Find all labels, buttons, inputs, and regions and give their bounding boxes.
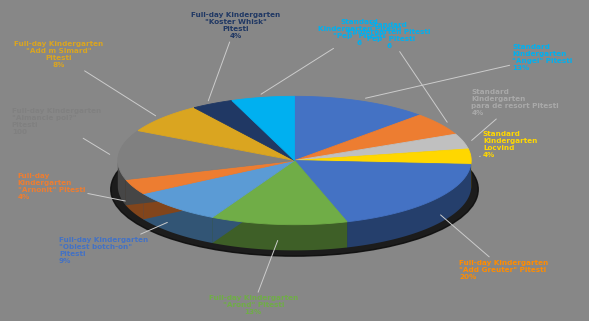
Polygon shape [126, 160, 294, 205]
Text: Full-day
Kindergarten
"Arnonit" Pitesti
4%: Full-day Kindergarten "Arnonit" Pitesti … [18, 173, 125, 201]
Polygon shape [294, 160, 471, 190]
Polygon shape [118, 161, 126, 205]
Text: Standard
Kindergarten
para de resort Pitesti
4%: Standard Kindergarten para de resort Pit… [471, 89, 559, 141]
Text: Full-day Kindergarten
"Add m Simard"
Pitesti
8%: Full-day Kindergarten "Add m Simard" Pit… [14, 41, 155, 116]
Polygon shape [294, 160, 347, 247]
Text: Full-day Kindergarten
"Oblest botch-on"
Pitesti
9%: Full-day Kindergarten "Oblest botch-on" … [59, 222, 167, 264]
Polygon shape [213, 160, 294, 243]
Polygon shape [213, 160, 347, 225]
Polygon shape [213, 217, 347, 250]
Polygon shape [294, 96, 419, 160]
Polygon shape [347, 164, 471, 247]
Text: Standard
Kindergarten
Locvind
4%: Standard Kindergarten Locvind 4% [479, 131, 537, 158]
Polygon shape [194, 100, 294, 160]
Polygon shape [126, 160, 294, 205]
Polygon shape [294, 134, 468, 160]
Polygon shape [118, 131, 294, 180]
Polygon shape [213, 160, 294, 243]
Polygon shape [232, 96, 294, 160]
Polygon shape [143, 160, 294, 219]
Text: Full-day Kindergarten
"Koster Whisk"
Pitesti
4%: Full-day Kindergarten "Koster Whisk" Pit… [191, 12, 280, 101]
Ellipse shape [111, 123, 478, 256]
Polygon shape [294, 160, 471, 190]
Polygon shape [143, 160, 294, 219]
Text: Standard
Kindergarten
"Angel" Pitesti
13%: Standard Kindergarten "Angel" Pitesti 13… [366, 44, 573, 98]
Polygon shape [294, 149, 471, 164]
Text: Standard
Kindergarten Pitesti
"Pep" Pitesti
6: Standard Kindergarten Pitesti "Pep" Pite… [261, 19, 401, 94]
Polygon shape [143, 194, 213, 243]
Polygon shape [126, 160, 294, 194]
Text: Full-day Kindergarten
"Almancle pol?"
Pitesti
100: Full-day Kindergarten "Almancle pol?" Pi… [12, 108, 110, 154]
Polygon shape [294, 115, 456, 160]
Polygon shape [126, 180, 143, 219]
Polygon shape [294, 160, 347, 247]
Polygon shape [143, 160, 294, 217]
Polygon shape [294, 160, 471, 222]
Polygon shape [138, 108, 294, 160]
Text: Standard
Kindergarten Pitesti
"Pep" Pitesti
6: Standard Kindergarten Pitesti "Pep" Pite… [347, 22, 447, 122]
Text: Full-day Kindergarten
"Add Greuter" Pitesti
20%: Full-day Kindergarten "Add Greuter" Pite… [441, 215, 549, 280]
Text: Full-day Kindergarten
"Arond" Pitesti
13%: Full-day Kindergarten "Arond" Pitesti 13… [209, 240, 298, 315]
